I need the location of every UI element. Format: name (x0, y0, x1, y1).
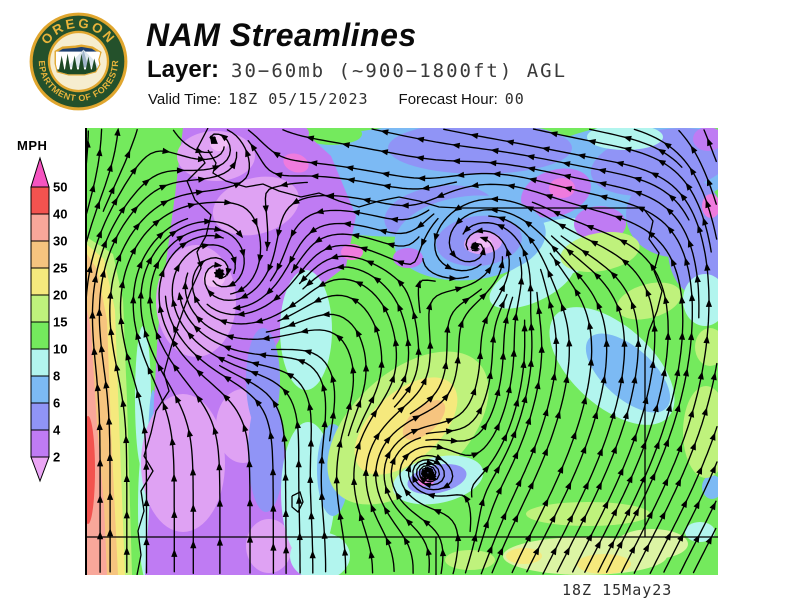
svg-text:40: 40 (53, 207, 67, 222)
map-canvas (85, 128, 718, 575)
valid-time-row: Valid Time: 18Z 05/15/2023 Forecast Hour… (148, 90, 525, 108)
layer-row: Layer: 30−60mb (~900−1800ft) AGL (147, 56, 567, 84)
svg-text:20: 20 (53, 288, 67, 303)
valid-time-value: 18Z 05/15/2023 (228, 90, 369, 108)
map-timestamp: 18Z 15May23 (562, 581, 673, 599)
border-snake_river (642, 207, 663, 352)
layer-value: 30−60mb (~900−1800ft) AGL (231, 60, 568, 82)
page-title: NAM Streamlines (146, 17, 417, 53)
legend-color-scale: 50 40 30 25 20 15 10 8 6 4 2 (30, 156, 67, 483)
svg-text:4: 4 (53, 423, 61, 438)
svg-text:30: 30 (53, 234, 67, 249)
forecast-hour-value: 00 (504, 90, 525, 108)
svg-text:2: 2 (53, 450, 60, 465)
svg-text:10: 10 (53, 342, 67, 357)
svg-text:50: 50 (53, 180, 67, 195)
valid-time-label: Valid Time: (148, 91, 222, 108)
forecast-hour-label: Forecast Hour: (398, 91, 498, 108)
svg-text:8: 8 (53, 369, 60, 384)
svg-text:15: 15 (53, 315, 67, 330)
legend-units-label: MPH (17, 138, 48, 153)
seal-center-art (54, 44, 102, 76)
svg-text:25: 25 (53, 261, 67, 276)
odf-logo: OREGON DEPARTMENT OF FORESTRY (29, 12, 128, 111)
layer-label: Layer: (147, 56, 220, 83)
border-columbia_river (207, 149, 479, 209)
wind-speed-legend: MPH 50 40 30 25 20 15 10 8 6 4 2 (14, 138, 90, 490)
svg-text:6: 6 (53, 396, 60, 411)
